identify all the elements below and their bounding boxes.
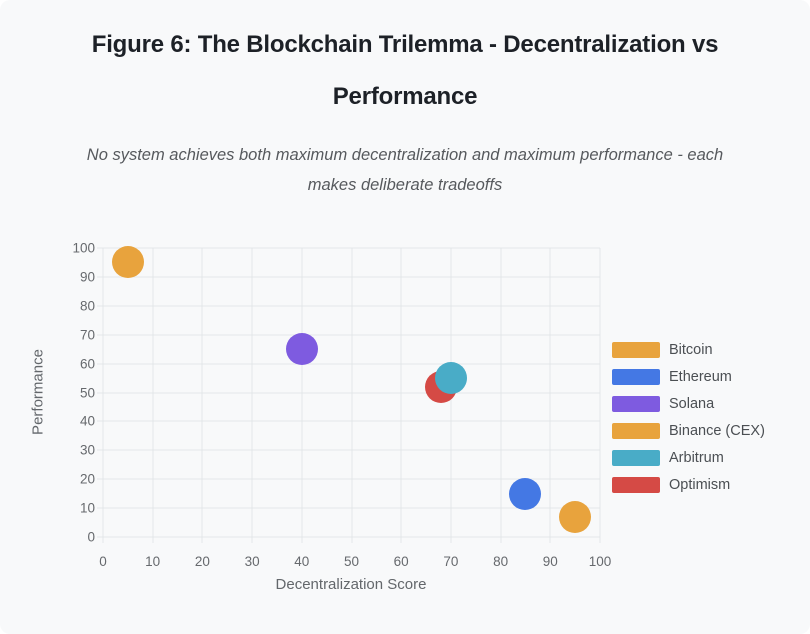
figure-title: Figure 6: The Blockchain Trilemma - Dece…	[0, 19, 810, 123]
figure-subtitle: No system achieves both maximum decentra…	[0, 140, 810, 200]
y-tick-label: 80	[79, 298, 95, 314]
plot-area	[102, 246, 601, 538]
x-tickmark	[251, 537, 253, 543]
legend: Bitcoin Ethereum Solana Binance (CEX) Arbitr…	[612, 342, 765, 504]
gridline	[103, 305, 600, 307]
y-tickmark	[97, 420, 103, 422]
legend-item-bitcoin[interactable]: Bitcoin	[612, 342, 765, 358]
legend-item-arbitrum[interactable]: Arbitrum	[612, 450, 765, 466]
y-tickmark	[97, 276, 103, 278]
x-tick-label: 70	[443, 554, 459, 569]
legend-swatch-bitcoin	[612, 342, 660, 358]
x-tickmark	[599, 537, 601, 543]
y-tick-label: 100	[72, 240, 95, 256]
y-tick-label: 20	[79, 471, 95, 487]
legend-label: Solana	[669, 396, 715, 412]
x-tickmark	[152, 537, 154, 543]
legend-swatch-solana	[612, 396, 660, 412]
gridline	[103, 276, 600, 278]
legend-label: Ethereum	[669, 369, 732, 385]
x-tick-label: 10	[145, 554, 161, 569]
gridline	[103, 420, 600, 422]
x-tickmark	[301, 537, 303, 543]
y-axis-tick-labels: 0 10 20 30 40 50 60 70 80 90 100	[40, 241, 95, 545]
legend-swatch-optimism	[612, 477, 660, 493]
gridline	[103, 363, 600, 365]
y-tick-label: 10	[79, 500, 95, 516]
y-tickmark	[97, 305, 103, 307]
y-axis-title: Performance	[29, 349, 47, 435]
x-axis-tickmarks	[102, 537, 601, 543]
gridline	[103, 449, 600, 451]
x-axis-tick-labels: 0 10 20 30 40 50 60 70 80 90 100	[99, 554, 611, 570]
y-axis-tickmarks	[97, 247, 103, 538]
marker-ethereum[interactable]	[509, 477, 542, 510]
x-tick-label: 60	[393, 554, 409, 569]
gridline	[599, 248, 601, 537]
marker-arbitrum[interactable]	[434, 362, 467, 395]
legend-label: Optimism	[669, 477, 731, 493]
x-tickmark	[351, 537, 352, 543]
x-tick-label: 30	[244, 554, 260, 569]
y-tick-label: 0	[87, 529, 95, 545]
y-tickmark	[97, 334, 103, 336]
y-tickmark	[97, 536, 103, 538]
marker-bitcoin[interactable]	[559, 500, 592, 533]
x-tickmark	[201, 537, 203, 543]
y-tickmark	[97, 247, 103, 249]
y-tick-label: 30	[79, 442, 95, 458]
legend-label: Binance (CEX)	[669, 423, 765, 439]
x-tick-label: 90	[542, 554, 558, 569]
marker-solana[interactable]	[285, 333, 318, 366]
y-tick-label: 50	[79, 385, 95, 400]
x-tickmark	[549, 537, 551, 543]
y-tick-label: 70	[79, 327, 95, 343]
x-tick-label: 20	[194, 554, 210, 569]
x-axis-title: Decentralization Score	[275, 576, 427, 593]
legend-swatch-binance-cex	[612, 423, 660, 439]
figure-subtitle-line1: No system achieves both maximum decentra…	[86, 146, 724, 164]
gridline	[103, 247, 600, 249]
legend-swatch-arbitrum	[612, 450, 660, 466]
gridline	[103, 507, 600, 509]
scatter-chart: 0 10 20 30 40 50 60 70 80 90 100 0 10 20 30 40 50 60 70 80…	[0, 228, 810, 634]
y-tickmark	[97, 392, 103, 393]
legend-item-solana[interactable]: Solana	[612, 396, 765, 412]
gridline	[103, 478, 600, 480]
x-tickmark	[400, 537, 402, 543]
gridline	[103, 392, 600, 393]
legend-label: Arbitrum	[669, 450, 724, 466]
figure-title-line2: Performance	[332, 83, 478, 110]
y-tickmark	[97, 478, 103, 480]
y-tickmark	[97, 449, 103, 451]
figure-subtitle-line2: makes deliberate tradeoffs	[307, 176, 503, 194]
y-tickmark	[97, 363, 103, 365]
x-tick-label: 50	[343, 554, 360, 569]
legend-swatch-ethereum	[612, 369, 660, 385]
y-tick-label: 40	[79, 413, 95, 429]
marker-binance-cex[interactable]	[111, 246, 144, 279]
x-tickmark	[102, 537, 104, 543]
figure-title-line1: Figure 6: The Blockchain Trilemma - Dece…	[91, 31, 719, 58]
legend-item-binance-cex[interactable]: Binance (CEX)	[612, 423, 765, 439]
x-tick-label: 80	[493, 554, 509, 569]
y-tickmark	[97, 507, 103, 509]
x-tick-label: 40	[294, 554, 310, 569]
gridline	[103, 334, 600, 336]
x-tick-label: 100	[588, 554, 612, 569]
x-tickmark	[450, 537, 452, 543]
y-tick-label: 90	[79, 269, 95, 285]
y-tick-label: 60	[79, 356, 95, 372]
legend-item-ethereum[interactable]: Ethereum	[612, 369, 765, 385]
x-tickmark	[500, 537, 502, 543]
x-tick-label: 0	[99, 554, 107, 569]
legend-label: Bitcoin	[669, 342, 713, 358]
legend-item-optimism[interactable]: Optimism	[612, 477, 765, 493]
